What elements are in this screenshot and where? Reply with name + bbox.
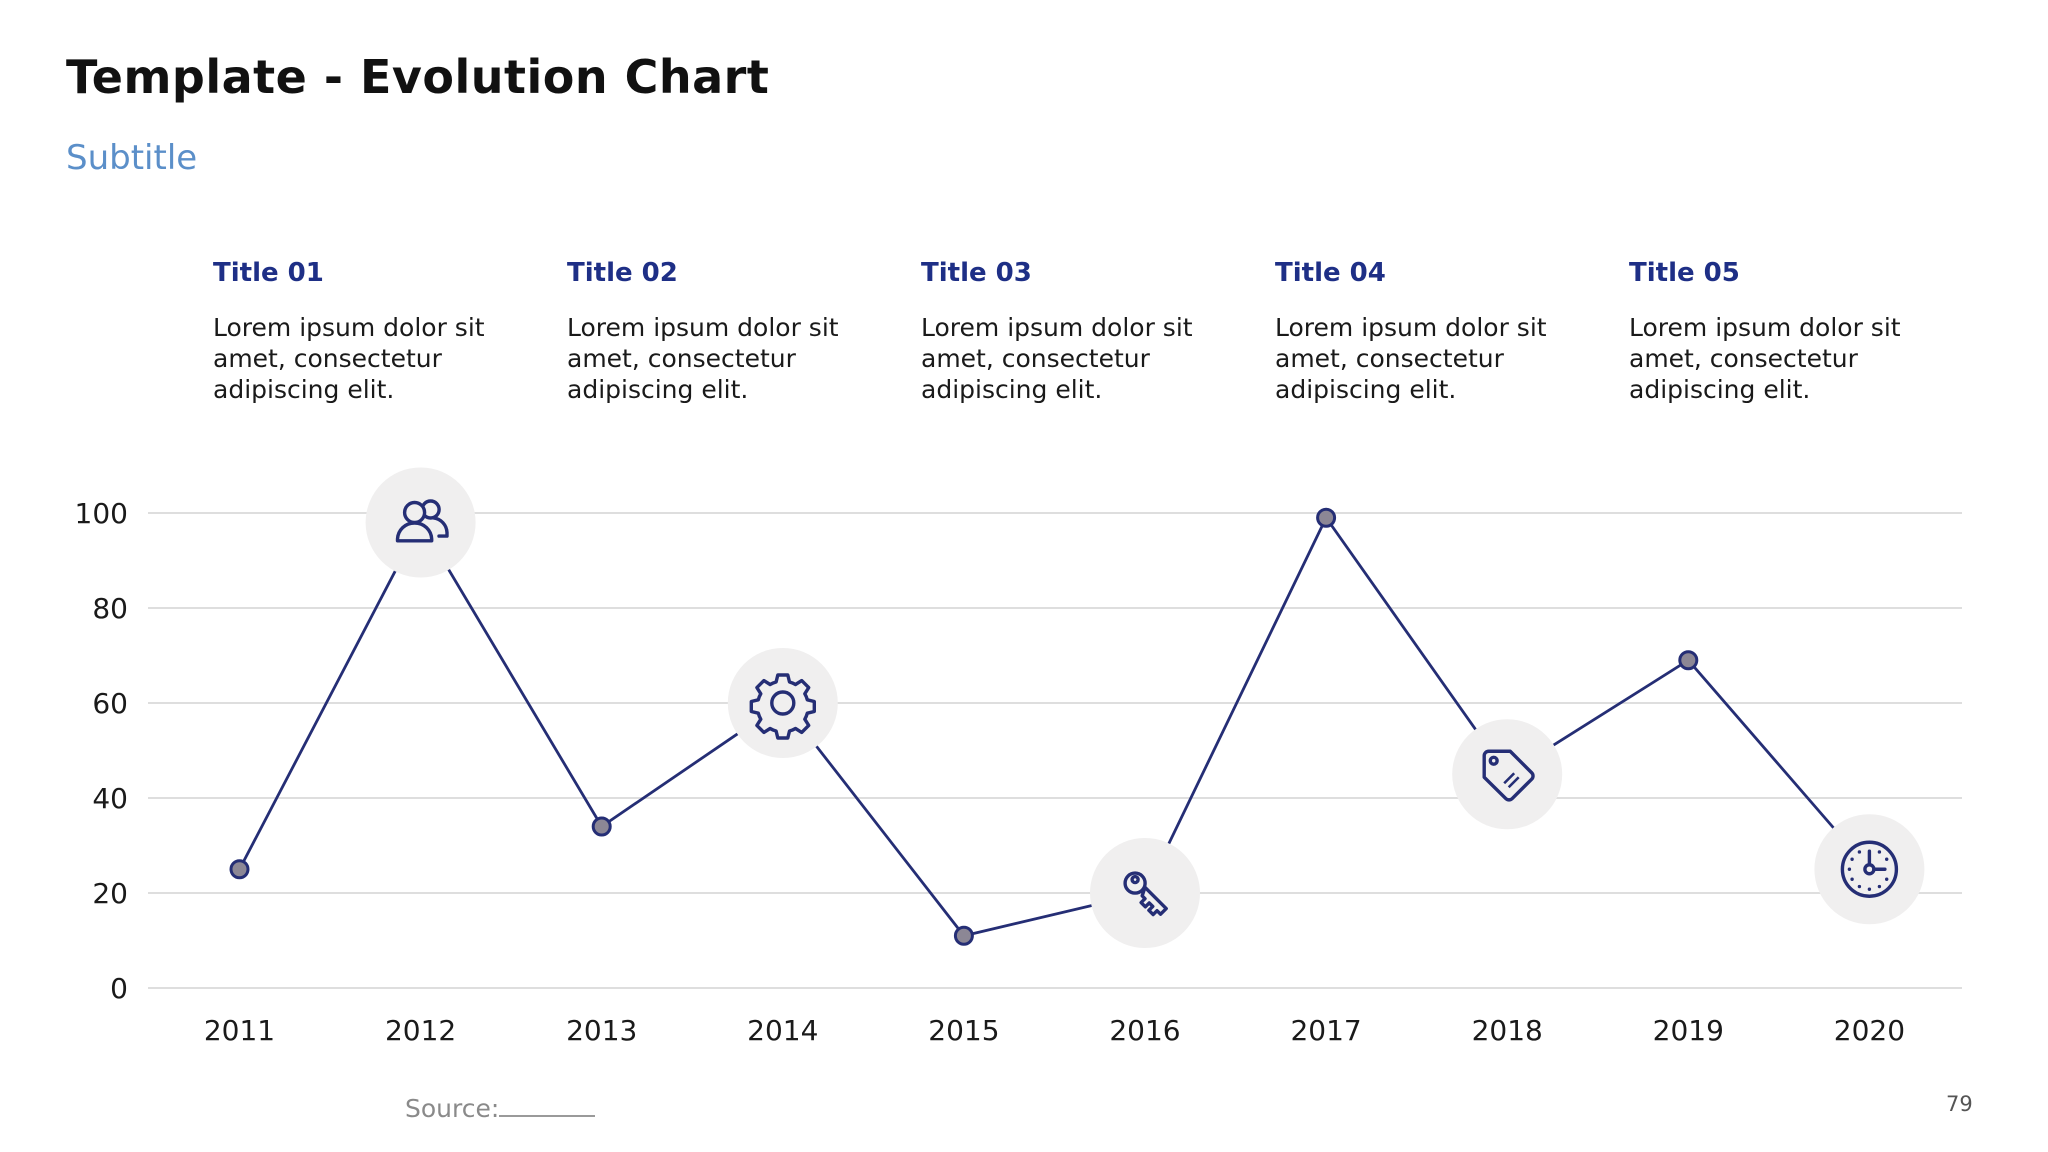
gridlines bbox=[148, 512, 1962, 989]
y-tick-label: 40 bbox=[92, 782, 128, 815]
page-title: Template - Evolution Chart bbox=[66, 50, 770, 104]
section-01: Title 01 Lorem ipsum dolor sit amet, con… bbox=[213, 258, 518, 405]
section-04-body: Lorem ipsum dolor sit amet, consectetur … bbox=[1275, 313, 1547, 404]
x-tick-label: 2016 bbox=[1109, 1014, 1180, 1047]
clock-icon bbox=[1814, 814, 1925, 925]
x-tick-label: 2014 bbox=[747, 1014, 818, 1047]
data-point bbox=[1316, 507, 1337, 528]
source-blank-line bbox=[499, 1090, 596, 1117]
series-line bbox=[238, 515, 1871, 938]
y-axis-labels: 0 20 40 60 80 100 bbox=[75, 497, 128, 1005]
x-tick-label: 2012 bbox=[385, 1014, 456, 1047]
page-subtitle: Subtitle bbox=[66, 138, 198, 178]
page-number: 79 bbox=[1946, 1092, 1973, 1116]
section-02-body: Lorem ipsum dolor sit amet, consectetur … bbox=[567, 313, 839, 404]
x-tick-label: 2017 bbox=[1290, 1014, 1361, 1047]
x-tick-label: 2015 bbox=[928, 1014, 999, 1047]
y-tick-label: 20 bbox=[92, 877, 128, 910]
users-icon bbox=[365, 467, 476, 578]
x-axis-labels: 2011 2012 2013 2014 2015 2016 2017 2018 2019 2020 bbox=[204, 1014, 1905, 1047]
tag-icon bbox=[1452, 719, 1563, 830]
source-label: Source: bbox=[405, 1094, 500, 1123]
section-04: Title 04 Lorem ipsum dolor sit amet, con… bbox=[1275, 258, 1580, 405]
section-02-title: Title 02 bbox=[567, 258, 678, 288]
section-05-title: Title 05 bbox=[1629, 258, 1740, 288]
section-03-title: Title 03 bbox=[921, 258, 1032, 288]
x-tick-label: 2019 bbox=[1653, 1014, 1724, 1047]
section-02: Title 02 Lorem ipsum dolor sit amet, con… bbox=[567, 258, 872, 405]
section-05-body: Lorem ipsum dolor sit amet, consectetur … bbox=[1629, 313, 1901, 404]
section-01-body: Lorem ipsum dolor sit amet, consectetur … bbox=[213, 313, 485, 404]
key-icon bbox=[1090, 838, 1200, 948]
y-tick-label: 80 bbox=[92, 592, 128, 625]
x-tick-label: 2013 bbox=[566, 1014, 637, 1047]
data-point bbox=[1678, 650, 1699, 671]
section-05: Title 05 Lorem ipsum dolor sit amet, con… bbox=[1629, 258, 1934, 405]
source-note: Source: bbox=[405, 1090, 596, 1123]
y-tick-label: 60 bbox=[92, 687, 128, 720]
section-01-title: Title 01 bbox=[213, 258, 324, 288]
data-point bbox=[953, 925, 974, 946]
gear-icon bbox=[727, 648, 838, 758]
data-point bbox=[591, 816, 612, 837]
x-tick-label: 2020 bbox=[1834, 1014, 1905, 1047]
y-tick-label: 0 bbox=[110, 972, 128, 1005]
section-03-body: Lorem ipsum dolor sit amet, consectetur … bbox=[921, 313, 1193, 404]
section-04-title: Title 04 bbox=[1275, 258, 1386, 288]
section-03: Title 03 Lorem ipsum dolor sit amet, con… bbox=[921, 258, 1226, 405]
x-tick-label: 2018 bbox=[1472, 1014, 1543, 1047]
data-point bbox=[229, 859, 250, 880]
x-tick-label: 2011 bbox=[204, 1014, 275, 1047]
y-tick-label: 100 bbox=[75, 497, 128, 530]
